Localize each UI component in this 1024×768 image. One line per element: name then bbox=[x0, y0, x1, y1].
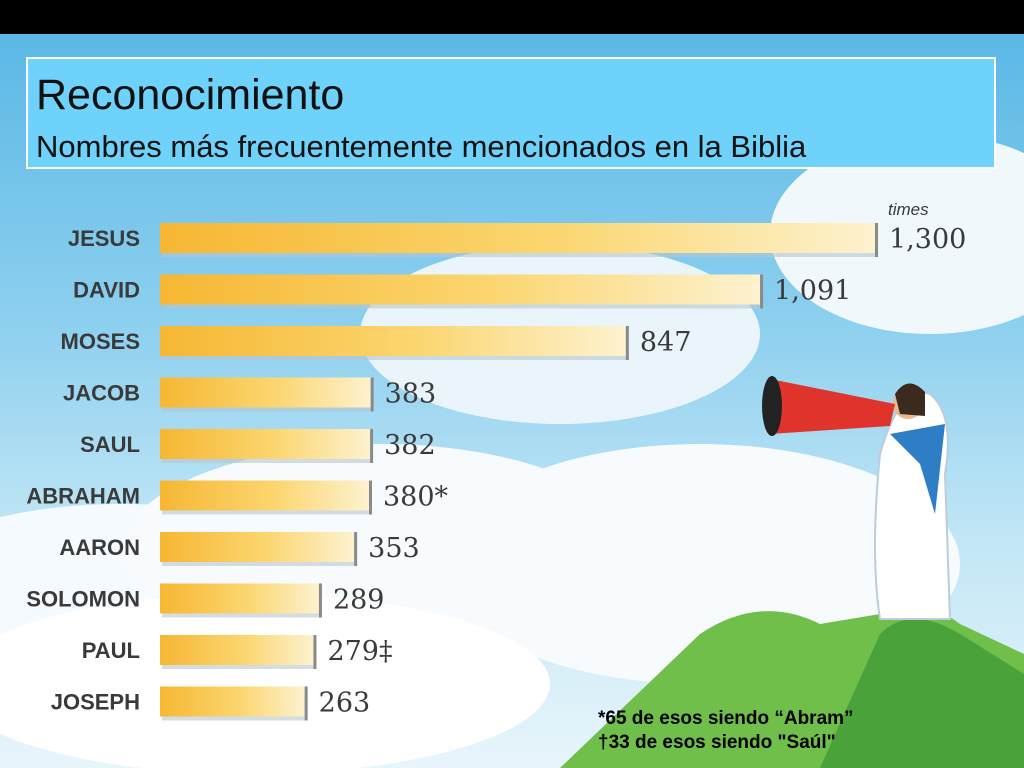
category-label: AARON bbox=[59, 535, 140, 560]
value-label: 289 bbox=[333, 585, 385, 616]
category-label: SOLOMON bbox=[26, 587, 140, 612]
value-label: 383 bbox=[385, 379, 437, 410]
category-label: PAUL bbox=[82, 638, 140, 663]
page-title: Reconocimiento bbox=[36, 71, 345, 119]
bar-abraham bbox=[160, 480, 369, 511]
category-label: JOSEPH bbox=[51, 690, 140, 715]
bar-aaron bbox=[160, 532, 355, 562]
bar-end-abraham bbox=[369, 480, 372, 515]
bar-end-moses bbox=[625, 326, 629, 360]
value-label: 279‡ bbox=[327, 636, 392, 667]
category-label: JACOB bbox=[63, 381, 140, 406]
bar-david bbox=[160, 274, 761, 305]
value-label: 353 bbox=[368, 533, 420, 564]
bar-end-david bbox=[760, 274, 764, 309]
title-box: Reconocimiento Nombres más frecuentement… bbox=[26, 57, 996, 169]
bar-moses bbox=[160, 326, 626, 356]
footnotes: *65 de esos siendo “Abram” †33 de esos s… bbox=[598, 707, 854, 755]
bar-jesus bbox=[160, 223, 875, 253]
value-label: 380* bbox=[383, 482, 449, 513]
page-subtitle: Nombres más frecuentemente mencionados e… bbox=[36, 129, 807, 164]
value-label: 382 bbox=[384, 430, 436, 461]
bar-solomon bbox=[160, 583, 319, 614]
category-label: JESUS bbox=[68, 226, 140, 251]
unit-label: times bbox=[888, 200, 929, 219]
value-label: 847 bbox=[640, 327, 692, 358]
bar-end-jacob bbox=[370, 377, 374, 412]
bar-jacob bbox=[160, 377, 371, 408]
bar-end-solomon bbox=[318, 583, 322, 618]
value-label: 1,091 bbox=[774, 276, 851, 307]
bar-end-jesus bbox=[875, 223, 878, 257]
category-label: MOSES bbox=[61, 329, 140, 354]
bar-joseph bbox=[160, 686, 305, 717]
footnote-abram: *65 de esos siendo “Abram” bbox=[598, 708, 854, 729]
footnote-saul: †33 de esos siendo "Saúl" bbox=[598, 732, 836, 753]
bar-end-paul bbox=[313, 635, 317, 669]
category-label: SAUL bbox=[80, 432, 140, 457]
bar-saul bbox=[160, 429, 371, 459]
bar-end-aaron bbox=[354, 532, 358, 566]
bar-end-joseph bbox=[304, 686, 308, 721]
value-label: 1,300 bbox=[889, 224, 966, 255]
bar-end-saul bbox=[370, 429, 374, 463]
bar-paul bbox=[160, 635, 314, 665]
category-label: ABRAHAM bbox=[26, 484, 140, 509]
value-label: 263 bbox=[319, 688, 371, 719]
category-label: DAVID bbox=[73, 278, 140, 303]
